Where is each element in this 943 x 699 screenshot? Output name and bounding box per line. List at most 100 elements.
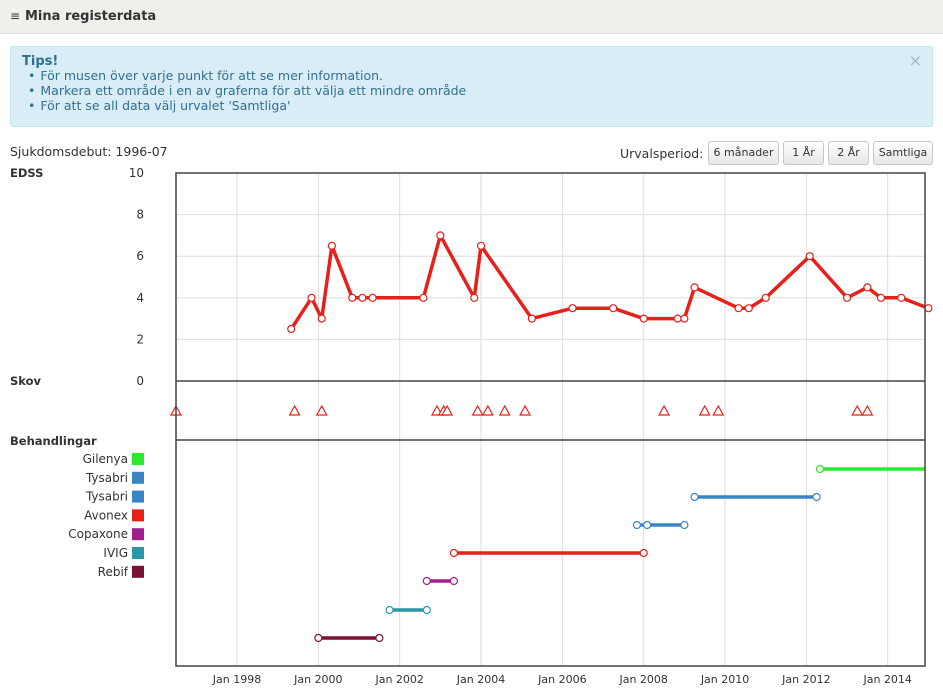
page-title: Mina registerdata <box>25 9 157 24</box>
edss-point[interactable] <box>680 314 689 323</box>
edss-point[interactable] <box>317 314 326 323</box>
treatment-end-point[interactable] <box>449 576 459 586</box>
chart-grid <box>176 173 925 666</box>
period-2-years-button[interactable]: 2 År <box>828 141 869 165</box>
close-icon[interactable]: × <box>908 51 922 70</box>
legend-label: Copaxone <box>68 527 128 541</box>
edss-point[interactable] <box>897 293 906 302</box>
legend-label: Rebif <box>98 565 129 579</box>
legend-label: Tysabri <box>85 490 128 504</box>
legend-label: Gilenya <box>83 452 128 466</box>
edss-line <box>289 233 930 330</box>
edss-point[interactable] <box>527 314 536 323</box>
x-tick-label: Jan 2014 <box>862 673 911 686</box>
x-tick-label: Jan 2010 <box>700 673 749 686</box>
edss-point[interactable] <box>842 293 852 302</box>
edss-point[interactable] <box>863 283 872 292</box>
x-tick-label: Jan 2000 <box>293 673 342 686</box>
edss-point[interactable] <box>368 293 377 302</box>
edss-point[interactable] <box>358 293 367 302</box>
legend-swatch <box>132 509 144 522</box>
tips-item: Markera ett område i en av graferna för … <box>28 83 466 98</box>
legend-swatch <box>132 528 144 541</box>
relapse-marker[interactable] <box>315 404 328 416</box>
edss-point[interactable] <box>470 293 479 302</box>
treatment-end-point[interactable] <box>812 492 821 502</box>
period-6-months-button[interactable]: 6 månader <box>708 141 779 165</box>
relapse-marker[interactable] <box>658 404 671 416</box>
treatment-start-point[interactable] <box>815 464 825 474</box>
edss-point[interactable] <box>419 293 428 302</box>
treatments-panel-label: Behandlingar <box>10 434 97 448</box>
edss-point[interactable] <box>327 241 337 250</box>
x-tick-label: Jan 2006 <box>537 673 586 686</box>
legend-swatch <box>132 471 144 484</box>
edss-point[interactable] <box>690 283 699 292</box>
edss-point[interactable] <box>734 304 743 313</box>
edss-point[interactable] <box>639 314 648 323</box>
treatment-end-point[interactable] <box>639 548 648 558</box>
tips-item: För att se all data välj urvalet 'Samtli… <box>28 98 466 113</box>
chart-borders <box>175 172 926 667</box>
relapse-marker[interactable] <box>519 404 532 416</box>
relapse-marker[interactable] <box>288 404 301 416</box>
edss-point[interactable] <box>436 231 445 240</box>
treatment-start-point[interactable] <box>632 520 642 530</box>
skov-panel-label: Skov <box>10 374 42 388</box>
x-tick-label: Jan 2012 <box>781 673 830 686</box>
legend-swatch <box>132 547 144 559</box>
relapse-marker[interactable] <box>712 404 725 416</box>
y-tick-label: 0 <box>136 374 144 388</box>
relapse-marker[interactable] <box>441 404 454 416</box>
treatment-point[interactable] <box>642 520 652 530</box>
legend-swatch <box>132 490 144 503</box>
edss-point[interactable] <box>476 241 486 250</box>
relapse-marker[interactable] <box>851 404 864 416</box>
edss-series <box>287 231 933 334</box>
treatment-end-point[interactable] <box>375 633 384 643</box>
legend-label: Tysabri <box>85 471 128 485</box>
relapse-marker[interactable] <box>471 404 484 416</box>
edss-point[interactable] <box>744 304 753 313</box>
relapse-marker[interactable] <box>861 404 874 416</box>
edss-point[interactable] <box>673 314 682 323</box>
y-tick-label: 8 <box>136 208 144 222</box>
y-tick-label: 10 <box>129 166 144 180</box>
treatment-legend: Gilenya Tysabri Tysabri Avonex Copaxone IVIG R… <box>68 452 144 579</box>
treatment-start-point[interactable] <box>314 633 323 643</box>
edss-point[interactable] <box>287 324 296 334</box>
tips-alert: Tips! För musen över varje punkt för att… <box>10 46 933 127</box>
legend-swatch <box>132 453 144 465</box>
edss-point[interactable] <box>307 293 316 302</box>
y-tick-label: 4 <box>136 291 144 305</box>
treatment-end-point[interactable] <box>680 520 689 530</box>
relapse-marker[interactable] <box>698 404 711 416</box>
edss-point[interactable] <box>805 252 814 261</box>
legend-label: IVIG <box>103 546 128 560</box>
edss-point[interactable] <box>609 304 618 313</box>
page-header: ≡ Mina registerdata <box>0 0 943 34</box>
edss-panel-label: EDSS <box>10 166 44 180</box>
x-tick-label: Jan 2004 <box>456 673 505 686</box>
edss-point[interactable] <box>761 293 770 302</box>
edss-point[interactable] <box>568 304 577 313</box>
tips-title: Tips! <box>22 54 59 69</box>
relapse-marker[interactable] <box>498 404 511 416</box>
treatment-start-point[interactable] <box>449 548 459 558</box>
y-tick-label: 6 <box>136 249 144 263</box>
axis-ticks: 0 2 4 6 8 10 Jan 1998 Jan 2000 Jan 2002 Jan 2004 J… <box>129 166 912 686</box>
period-1-year-button[interactable]: 1 År <box>783 141 824 165</box>
disease-onset-text: Sjukdomsdebut: 1996-07 <box>10 144 168 159</box>
period-all-button[interactable]: Samtliga <box>873 141 933 165</box>
treatment-end-point[interactable] <box>422 605 431 615</box>
treatment-start-point[interactable] <box>422 576 431 586</box>
edss-point[interactable] <box>924 304 933 313</box>
x-tick-label: Jan 1998 <box>212 673 261 686</box>
edss-point[interactable] <box>348 293 357 302</box>
treatment-start-point[interactable] <box>385 605 394 615</box>
y-tick-label: 2 <box>136 332 144 346</box>
treatment-start-point[interactable] <box>690 492 699 502</box>
edss-point[interactable] <box>876 293 886 302</box>
relapse-marker[interactable] <box>481 404 494 416</box>
